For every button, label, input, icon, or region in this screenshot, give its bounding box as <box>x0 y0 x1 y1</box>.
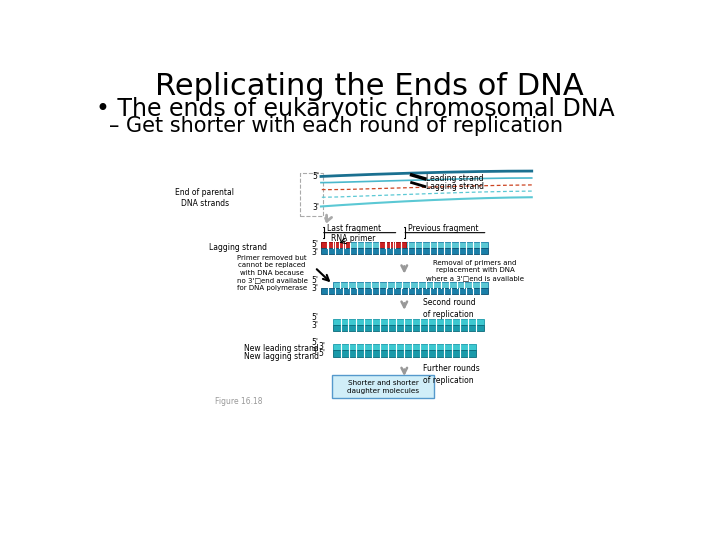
Text: 5': 5' <box>312 313 319 322</box>
Bar <box>300 173 323 215</box>
Text: Shorter and shorter
daughter molecules: Shorter and shorter daughter molecules <box>347 380 419 394</box>
Text: New leading strand: New leading strand <box>244 345 319 354</box>
Text: Previous fragment: Previous fragment <box>408 224 479 233</box>
FancyBboxPatch shape <box>332 375 434 398</box>
Text: Replicating the Ends of DNA: Replicating the Ends of DNA <box>155 72 583 101</box>
Text: 3': 3' <box>312 248 319 257</box>
Text: Leading strand: Leading strand <box>426 174 484 183</box>
Text: • The ends of eukaryotic chromosomal DNA: • The ends of eukaryotic chromosomal DNA <box>96 97 615 120</box>
Text: Removal of primers and
replacement with DNA
where a 3'□end is available: Removal of primers and replacement with … <box>426 260 524 281</box>
Text: Figure 16.18: Figure 16.18 <box>215 397 263 406</box>
Text: 5': 5' <box>319 349 325 358</box>
Bar <box>321 242 487 248</box>
Text: New lagging strand: New lagging strand <box>243 352 319 361</box>
Text: RNA primer: RNA primer <box>331 233 376 242</box>
Text: 5': 5' <box>312 338 319 347</box>
Text: 5': 5' <box>312 240 319 249</box>
Bar <box>333 345 476 350</box>
Text: End of parental
DNA strands: End of parental DNA strands <box>175 187 234 208</box>
Text: Further rounds
of replication: Further rounds of replication <box>423 364 480 384</box>
Text: 3': 3' <box>312 347 319 356</box>
Text: Primer removed but
cannot be replaced
with DNA because
no 3'□end available
for D: Primer removed but cannot be replaced wi… <box>237 255 307 291</box>
Bar <box>321 242 351 248</box>
Text: Last fragment: Last fragment <box>327 224 382 233</box>
Text: 3': 3' <box>319 342 325 351</box>
Text: 3': 3' <box>312 321 319 329</box>
Text: Lagging strand: Lagging strand <box>426 182 485 191</box>
Text: 3': 3' <box>312 284 319 293</box>
Bar <box>333 282 487 288</box>
Bar <box>379 242 406 248</box>
Bar <box>321 248 487 254</box>
Text: Lagging strand: Lagging strand <box>209 243 266 252</box>
Text: Second round
of replication: Second round of replication <box>423 298 476 319</box>
Text: 5': 5' <box>312 276 319 285</box>
Text: 5': 5' <box>312 172 320 181</box>
Bar <box>333 350 476 356</box>
Text: – Get shorter with each round of replication: – Get shorter with each round of replica… <box>109 116 562 136</box>
Bar <box>333 319 484 325</box>
Bar <box>321 288 487 294</box>
Text: 3': 3' <box>312 202 320 212</box>
Bar <box>333 325 484 331</box>
